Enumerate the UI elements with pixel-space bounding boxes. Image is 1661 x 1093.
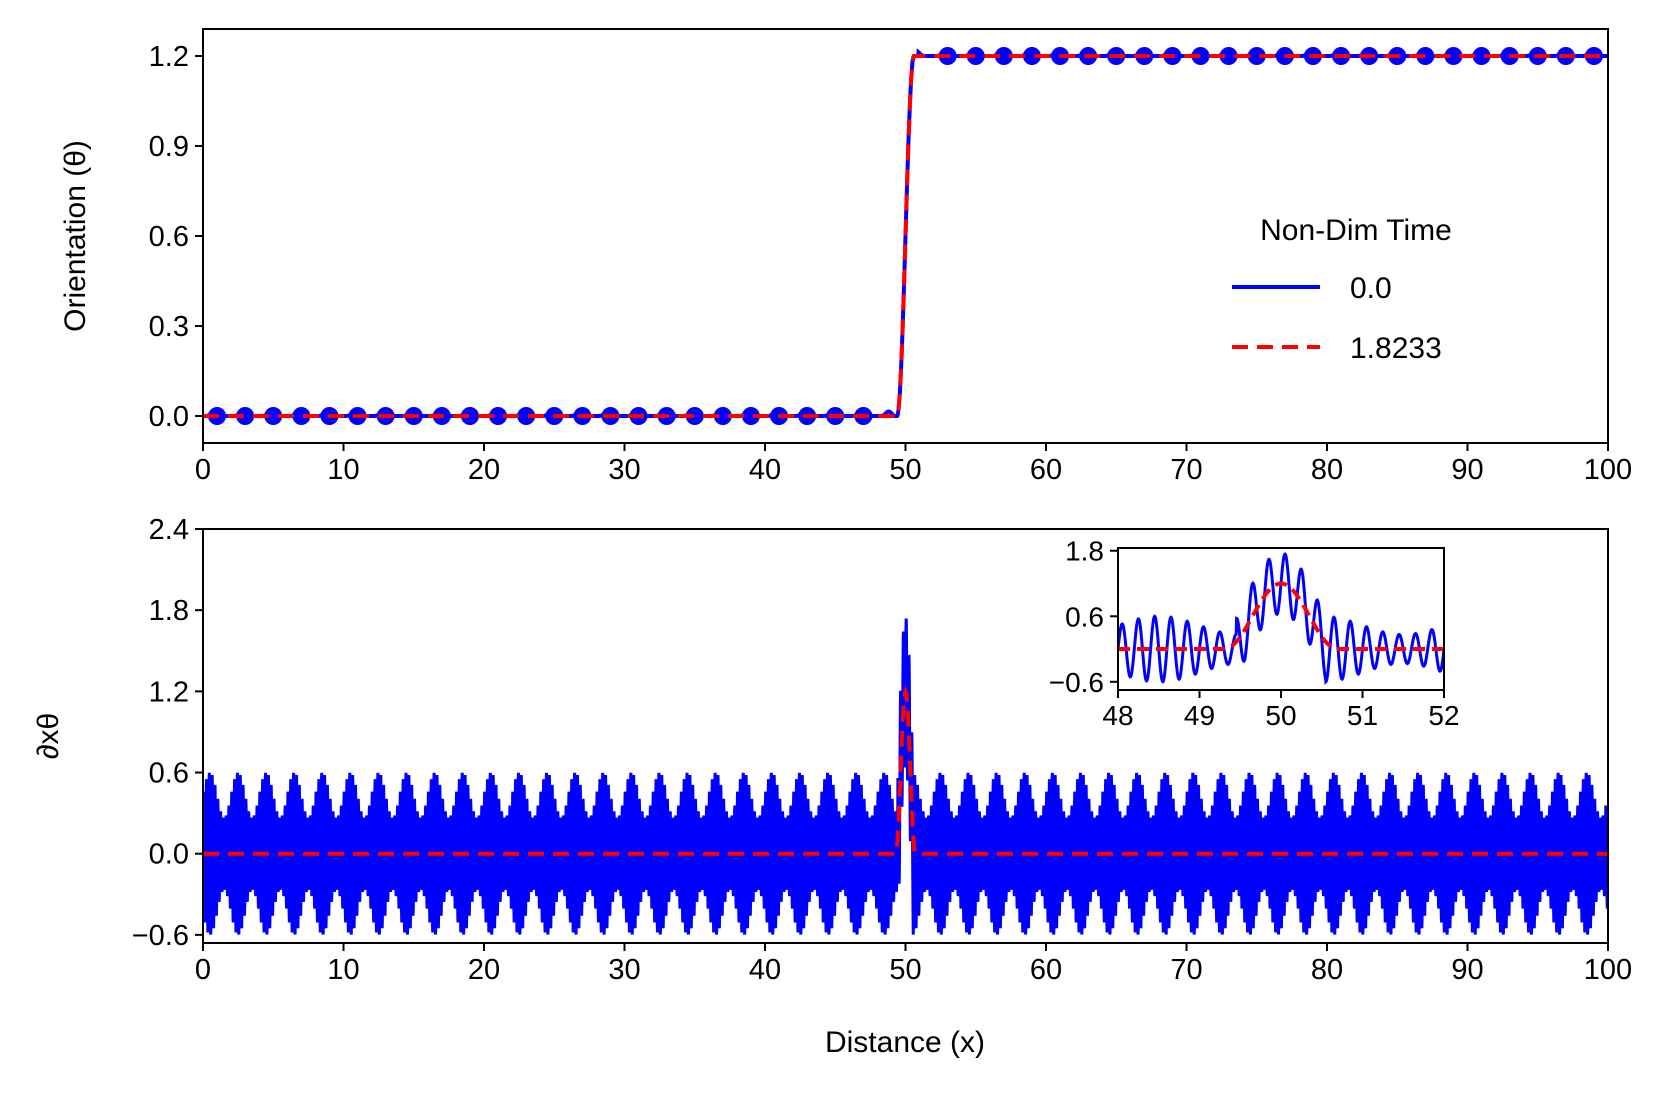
bottom-y-ticks: −0.6 0.0 0.6 1.2 1.8 2.4 <box>132 514 203 952</box>
top-point-initial <box>1219 47 1238 65</box>
legend-title: Non-Dim Time <box>1260 214 1452 247</box>
top-point-initial <box>1191 47 1210 65</box>
top-point-initial <box>1247 47 1266 65</box>
inset-x-tick-label: 50 <box>1265 700 1296 731</box>
inset-x-tick-label: 48 <box>1102 700 1133 731</box>
bottom-x-tick-label: 60 <box>1030 954 1062 986</box>
bottom-x-tick-label: 90 <box>1451 954 1483 986</box>
inset-x-tick-label: 52 <box>1428 700 1459 731</box>
legend: Non-Dim Time 0.0 1.8233 <box>1232 214 1452 365</box>
bottom-x-tick-label: 0 <box>195 954 211 986</box>
top-point-initial <box>994 47 1013 65</box>
bottom-x-tick-label: 30 <box>608 954 640 986</box>
bottom-y-tick-label: 1.8 <box>149 595 189 627</box>
inset-line-final <box>1118 581 1444 652</box>
inset: 48 49 50 51 52 −0.6 0.6 1.8 <box>1049 536 1460 731</box>
legend-label-final: 1.8233 <box>1350 332 1442 365</box>
top-series-final <box>203 54 1608 418</box>
inset-x-tick-label: 51 <box>1347 700 1378 731</box>
top-x-ticks: 0 10 20 30 40 50 60 70 80 90 100 <box>195 443 1632 486</box>
top-y-tick-label: 0.9 <box>149 131 189 163</box>
inset-x-ticks: 48 49 50 51 52 <box>1102 690 1460 731</box>
top-panel: 0 10 20 30 40 50 60 70 80 90 100 0.0 0.3 0.6 0.9 1.2 O… <box>59 28 1632 486</box>
top-line-final <box>203 54 1608 418</box>
top-x-tick-label: 30 <box>608 454 640 486</box>
bottom-line-final <box>203 685 1608 856</box>
top-point-initial <box>685 407 704 425</box>
top-x-tick-label: 20 <box>468 454 500 486</box>
top-x-tick-label: 100 <box>1584 454 1632 486</box>
bottom-y-tick-label: −0.6 <box>132 920 189 952</box>
top-point-initial <box>517 407 536 425</box>
top-x-tick-label: 0 <box>195 454 211 486</box>
inset-y-tick-label: 1.8 <box>1065 536 1104 567</box>
bottom-y-tick-label: 0.6 <box>149 758 189 790</box>
top-x-tick-label: 70 <box>1170 454 1202 486</box>
bottom-panel: 0 10 20 30 40 50 60 70 80 90 100 −0.6 0.0 0.6 1.2 1.8 2… <box>32 514 1632 1059</box>
inset-x-tick-label: 49 <box>1184 700 1215 731</box>
top-x-tick-label: 40 <box>749 454 781 486</box>
bottom-x-tick-label: 10 <box>327 954 359 986</box>
top-x-tick-label: 60 <box>1030 454 1062 486</box>
bottom-y-tick-label: 2.4 <box>149 514 189 546</box>
top-y-ticks: 0.0 0.3 0.6 0.9 1.2 <box>149 41 203 433</box>
top-y-tick-label: 0.0 <box>149 401 189 433</box>
top-point-initial <box>292 407 311 425</box>
bottom-series-final <box>203 685 1608 856</box>
top-point-initial <box>966 47 985 65</box>
top-x-tick-label: 50 <box>889 454 921 486</box>
top-y-tick-label: 0.6 <box>149 221 189 253</box>
top-point-initial <box>713 407 732 425</box>
top-point-initial <box>741 407 760 425</box>
top-point-initial <box>1472 47 1491 65</box>
top-point-initial <box>1444 47 1463 65</box>
legend-label-initial: 0.0 <box>1350 272 1392 305</box>
top-point-initial <box>489 407 508 425</box>
top-x-tick-label: 10 <box>327 454 359 486</box>
bottom-y-tick-label: 1.2 <box>149 676 189 708</box>
bottom-x-axis-label: Distance (x) <box>825 1026 985 1059</box>
top-point-initial <box>460 407 479 425</box>
bottom-x-tick-label: 70 <box>1170 954 1202 986</box>
bottom-x-tick-label: 40 <box>749 954 781 986</box>
top-x-tick-label: 90 <box>1451 454 1483 486</box>
bottom-x-tick-label: 50 <box>889 954 921 986</box>
top-y-tick-label: 0.3 <box>149 311 189 343</box>
bottom-x-tick-label: 80 <box>1311 954 1343 986</box>
inset-y-tick-label: −0.6 <box>1049 667 1104 698</box>
top-point-initial <box>264 407 283 425</box>
top-y-axis-label: Orientation (θ) <box>59 140 92 332</box>
inset-y-tick-label: 0.6 <box>1065 601 1104 632</box>
inset-y-ticks: −0.6 0.6 1.8 <box>1049 536 1118 698</box>
bottom-y-tick-label: 0.0 <box>149 839 189 871</box>
top-point-initial <box>1416 47 1435 65</box>
bottom-x-tick-label: 100 <box>1584 954 1632 986</box>
bottom-y-axis-label: ∂xθ <box>32 713 65 760</box>
inset-series-final <box>1118 581 1444 652</box>
bottom-x-ticks: 0 10 20 30 40 50 60 70 80 90 100 <box>195 943 1632 986</box>
top-x-tick-label: 80 <box>1311 454 1343 486</box>
top-y-tick-label: 1.2 <box>149 41 189 73</box>
top-point-initial <box>1022 47 1041 65</box>
top-point-initial <box>236 407 255 425</box>
bottom-x-tick-label: 20 <box>468 954 500 986</box>
